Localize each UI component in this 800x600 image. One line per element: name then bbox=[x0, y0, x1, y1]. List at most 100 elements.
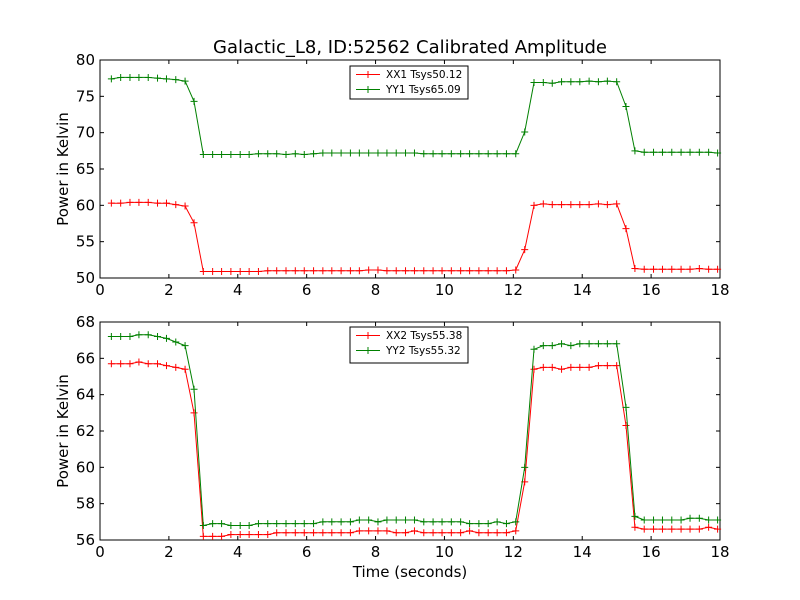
legend-box bbox=[349, 65, 469, 100]
data-point bbox=[374, 266, 382, 274]
data-point bbox=[530, 345, 538, 353]
x-tick-label: 12 bbox=[504, 281, 523, 299]
data-point bbox=[640, 265, 648, 273]
data-point bbox=[144, 360, 152, 368]
data-point bbox=[218, 520, 226, 528]
data-point bbox=[594, 340, 602, 348]
data-point bbox=[190, 409, 198, 417]
data-point bbox=[677, 516, 685, 524]
data-point bbox=[548, 79, 556, 87]
y-tick-label: 56 bbox=[76, 531, 95, 549]
data-point bbox=[264, 520, 272, 528]
data-point bbox=[705, 516, 713, 524]
data-point bbox=[410, 149, 418, 157]
data-point bbox=[107, 333, 115, 341]
y-tick-label: 80 bbox=[76, 51, 95, 69]
data-point bbox=[658, 148, 666, 156]
y-tick-label: 60 bbox=[76, 458, 95, 476]
data-point bbox=[107, 199, 115, 207]
data-point bbox=[144, 198, 152, 206]
data-point bbox=[493, 518, 501, 526]
data-point bbox=[355, 267, 363, 275]
data-point bbox=[447, 267, 455, 275]
data-point bbox=[438, 150, 446, 158]
data-point bbox=[512, 266, 520, 274]
data-point bbox=[475, 150, 483, 158]
data-point bbox=[457, 518, 465, 526]
data-point bbox=[539, 200, 547, 208]
x-tick-label: 10 bbox=[435, 281, 454, 299]
data-point bbox=[640, 516, 648, 524]
data-point bbox=[567, 342, 575, 350]
data-point bbox=[410, 267, 418, 275]
legend-marker bbox=[364, 86, 372, 93]
data-point bbox=[447, 529, 455, 537]
data-point bbox=[199, 150, 207, 158]
y-tick-label: 65 bbox=[76, 160, 95, 178]
data-point bbox=[291, 150, 299, 158]
data-point bbox=[291, 267, 299, 275]
data-point bbox=[319, 267, 327, 275]
data-point bbox=[264, 150, 272, 158]
y-tick-label: 68 bbox=[76, 313, 95, 331]
data-point bbox=[438, 529, 446, 537]
data-point bbox=[558, 201, 566, 209]
data-point bbox=[457, 150, 465, 158]
data-point bbox=[291, 520, 299, 528]
data-point bbox=[438, 518, 446, 526]
data-point bbox=[622, 422, 630, 430]
data-point bbox=[705, 148, 713, 156]
data-point bbox=[209, 267, 217, 275]
data-point bbox=[502, 529, 510, 537]
legend-label: XX2 Tsys55.38 bbox=[386, 330, 462, 342]
data-point bbox=[209, 532, 217, 540]
data-point bbox=[154, 333, 162, 341]
data-point bbox=[420, 518, 428, 526]
x-axis-label: Time (seconds) bbox=[352, 563, 468, 581]
y-tick-label: 55 bbox=[76, 233, 95, 251]
data-point bbox=[668, 148, 676, 156]
data-point bbox=[273, 267, 281, 275]
data-point bbox=[135, 331, 143, 339]
data-point bbox=[457, 267, 465, 275]
data-point bbox=[650, 148, 658, 156]
data-point bbox=[126, 333, 134, 341]
data-point bbox=[631, 265, 639, 273]
data-point bbox=[282, 529, 290, 537]
data-point bbox=[190, 219, 198, 227]
data-point bbox=[254, 520, 262, 528]
x-tick-label: 16 bbox=[642, 281, 661, 299]
data-point bbox=[613, 362, 621, 370]
data-point bbox=[677, 525, 685, 533]
data-point bbox=[695, 148, 703, 156]
y-axis-label: Power in Kelvin bbox=[54, 112, 72, 226]
data-point bbox=[603, 201, 611, 209]
data-point bbox=[576, 78, 584, 86]
data-point bbox=[365, 527, 373, 535]
data-point bbox=[530, 201, 538, 209]
data-point bbox=[686, 514, 694, 522]
data-point bbox=[154, 199, 162, 207]
data-point bbox=[594, 200, 602, 208]
data-point bbox=[438, 267, 446, 275]
data-point bbox=[585, 201, 593, 209]
data-point bbox=[640, 148, 648, 156]
data-point bbox=[282, 520, 290, 528]
data-point bbox=[383, 267, 391, 275]
legend-marker bbox=[364, 332, 372, 339]
data-point bbox=[484, 520, 492, 528]
data-point bbox=[346, 267, 354, 275]
data-point bbox=[227, 531, 235, 539]
data-point bbox=[291, 529, 299, 537]
data-point bbox=[172, 76, 180, 84]
data-point bbox=[374, 149, 382, 157]
data-point bbox=[392, 516, 400, 524]
data-point bbox=[392, 529, 400, 537]
data-point bbox=[227, 150, 235, 158]
data-point bbox=[714, 265, 722, 273]
data-point bbox=[714, 525, 722, 533]
data-point bbox=[530, 79, 538, 87]
data-point bbox=[107, 75, 115, 83]
data-point bbox=[273, 520, 281, 528]
